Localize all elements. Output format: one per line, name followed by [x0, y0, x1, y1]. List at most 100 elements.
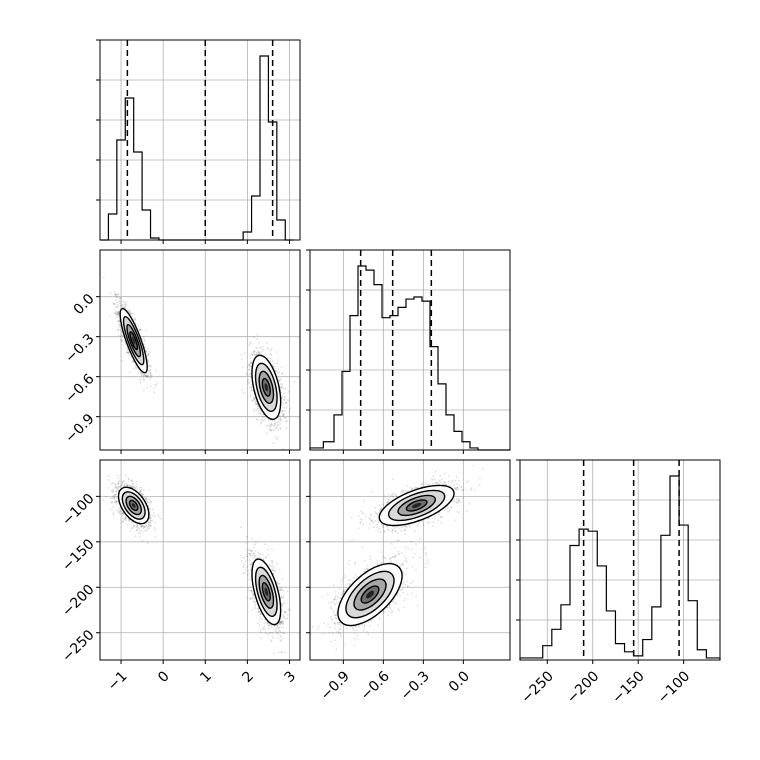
sample-point — [253, 353, 256, 355]
sample-point — [282, 387, 285, 389]
sample-point — [280, 372, 283, 375]
sample-point — [251, 555, 254, 557]
contour-line — [122, 315, 145, 366]
sample-point — [277, 424, 279, 427]
sample-point — [121, 340, 123, 343]
sample-point — [117, 511, 120, 514]
sample-point — [157, 514, 160, 517]
sample-point — [255, 400, 258, 403]
sample-point — [252, 408, 255, 411]
sample-point — [266, 633, 269, 636]
sample-point — [131, 521, 134, 523]
sample-point — [131, 480, 134, 483]
sample-point — [253, 409, 256, 412]
sample-point — [116, 311, 118, 313]
sample-point — [134, 535, 137, 538]
sample-point — [114, 501, 117, 504]
sample-point — [129, 371, 131, 374]
sample-point — [250, 590, 253, 593]
sample-point — [125, 517, 128, 520]
sample-point — [123, 303, 126, 306]
sample-point — [155, 369, 157, 372]
sample-point — [250, 387, 253, 390]
sample-point — [143, 379, 146, 382]
sample-point — [138, 329, 140, 332]
panel-frame — [519, 459, 721, 661]
sample-point — [270, 429, 272, 432]
sample-point — [139, 490, 142, 493]
sample-point — [251, 353, 253, 356]
sample-point — [126, 484, 129, 487]
sample-point — [104, 495, 107, 498]
sample-point — [283, 413, 285, 415]
sample-point — [147, 489, 150, 491]
sample-point — [280, 620, 283, 623]
sample-point — [240, 353, 242, 356]
sample-point — [274, 570, 277, 572]
sample-point — [283, 406, 286, 409]
sample-point — [150, 521, 153, 524]
sample-point — [272, 572, 275, 575]
sample-point — [266, 425, 268, 428]
sample-point — [115, 493, 118, 496]
sample-point — [130, 485, 133, 487]
sample-point — [144, 496, 147, 499]
sample-point — [259, 616, 262, 619]
sample-point — [269, 359, 272, 362]
sample-point — [154, 522, 157, 524]
sample-point — [117, 320, 120, 323]
sample-point — [256, 551, 259, 554]
sample-point — [271, 560, 274, 562]
sample-point — [111, 508, 113, 511]
sample-point — [269, 429, 272, 431]
sample-point — [281, 409, 284, 412]
sample-point — [280, 397, 283, 400]
density-fill — [264, 383, 269, 392]
sample-point — [259, 613, 262, 615]
sample-point — [279, 378, 282, 380]
sample-point — [272, 425, 275, 428]
sample-point — [135, 524, 138, 526]
sample-point — [147, 504, 150, 507]
sample-point — [124, 303, 127, 305]
sample-point — [254, 601, 257, 603]
sample-point — [117, 314, 119, 316]
sample-point — [261, 350, 264, 353]
sample-point — [289, 407, 292, 410]
sample-point — [283, 395, 286, 398]
sample-point — [154, 535, 157, 538]
sample-point — [149, 514, 152, 517]
sample-point — [118, 323, 121, 325]
sample-point — [149, 517, 151, 520]
sample-point — [111, 500, 114, 503]
sample-point — [271, 569, 274, 571]
sample-point — [140, 526, 143, 529]
sample-point — [141, 372, 144, 375]
sample-point — [121, 517, 124, 520]
sample-point — [137, 325, 140, 327]
sample-point — [242, 565, 245, 568]
sample-point — [117, 328, 120, 331]
sample-point — [118, 302, 121, 305]
sample-point — [261, 415, 264, 418]
sample-point — [147, 374, 150, 377]
sample-point — [147, 527, 149, 530]
sample-point — [251, 399, 254, 402]
sample-point — [252, 351, 255, 354]
sample-point — [121, 511, 124, 514]
sample-point — [139, 492, 142, 494]
sample-point — [251, 561, 254, 564]
sample-point — [258, 341, 260, 344]
sample-point — [133, 486, 136, 489]
sample-point — [245, 535, 248, 538]
sample-point — [115, 500, 118, 503]
histogram-p2 — [309, 265, 510, 451]
sample-point — [275, 627, 278, 630]
sample-point — [283, 416, 286, 419]
density-fill — [131, 336, 136, 345]
sample-point — [281, 372, 284, 375]
sample-point — [127, 351, 130, 354]
sample-point — [126, 351, 129, 354]
sample-point — [110, 489, 113, 492]
sample-point — [259, 351, 262, 354]
